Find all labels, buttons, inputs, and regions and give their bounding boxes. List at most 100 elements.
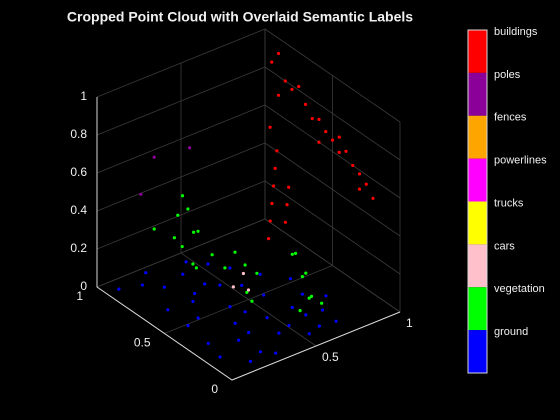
colorbar-segment	[468, 72, 487, 116]
point	[317, 140, 321, 144]
point	[344, 149, 348, 153]
legend-label: ground	[494, 326, 528, 338]
point	[246, 288, 251, 292]
point	[303, 102, 308, 106]
point	[267, 237, 271, 241]
point	[194, 266, 198, 270]
legend-label: fences	[494, 112, 527, 124]
colorbar-segment	[468, 330, 487, 373]
colorbar-segment	[468, 287, 487, 331]
point	[248, 359, 253, 363]
z-tick-label: 0	[80, 279, 87, 293]
legend-label: buildings	[494, 26, 538, 38]
legend-label: trucks	[494, 197, 524, 209]
point	[191, 262, 195, 266]
grid-line	[96, 104, 401, 199]
point	[117, 287, 121, 291]
point	[245, 290, 249, 294]
point	[317, 117, 321, 121]
z-tick-label: 0.4	[70, 203, 87, 217]
point	[268, 219, 272, 223]
point	[265, 316, 269, 320]
point	[304, 271, 308, 275]
point	[196, 316, 200, 320]
axis-line	[96, 97, 401, 381]
point	[176, 213, 180, 217]
point	[237, 338, 241, 342]
grid-line	[96, 28, 401, 123]
point	[181, 272, 185, 276]
legend-label: cars	[494, 240, 515, 252]
point	[139, 192, 143, 196]
point	[351, 163, 355, 168]
z-tick-label: 1	[80, 89, 87, 103]
point	[247, 330, 251, 335]
point	[192, 230, 196, 234]
point	[191, 299, 195, 304]
colorbar-segment	[468, 158, 487, 202]
point	[310, 116, 314, 121]
point	[320, 301, 324, 305]
point	[357, 172, 362, 176]
point	[206, 262, 210, 266]
grid-line	[96, 180, 401, 275]
point	[250, 299, 254, 303]
point	[210, 253, 214, 257]
colorbar-segment	[468, 30, 487, 73]
point	[262, 293, 266, 297]
grid-line	[96, 66, 401, 161]
point	[240, 283, 244, 287]
point	[290, 252, 294, 256]
point	[287, 323, 291, 328]
point	[228, 266, 232, 270]
point	[258, 350, 263, 354]
point	[186, 324, 190, 328]
point	[152, 227, 156, 231]
point	[166, 308, 170, 312]
point	[152, 155, 156, 159]
point	[321, 308, 325, 312]
colorbar-frame	[467, 29, 488, 374]
point	[371, 196, 375, 200]
legend-label: poles	[494, 69, 521, 81]
point	[193, 291, 197, 296]
point	[241, 271, 245, 276]
point	[300, 274, 305, 279]
point	[287, 185, 291, 189]
grid-line	[96, 142, 401, 237]
point	[228, 305, 232, 309]
point	[334, 319, 338, 323]
point	[172, 236, 176, 240]
point	[180, 194, 185, 198]
x-tick-label: 0.5	[322, 350, 339, 364]
point	[298, 309, 302, 313]
point	[290, 305, 294, 310]
point	[283, 220, 287, 224]
point	[294, 251, 298, 255]
point	[162, 285, 166, 289]
point	[243, 310, 247, 314]
point	[317, 324, 321, 328]
point	[276, 51, 281, 56]
point	[357, 187, 362, 191]
grid-line	[96, 218, 401, 313]
z-tick-label: 0.8	[70, 127, 87, 141]
point	[180, 244, 184, 249]
point	[276, 93, 281, 97]
point	[337, 150, 341, 154]
point	[288, 277, 293, 281]
grid-line	[180, 63, 317, 347]
point	[258, 272, 262, 276]
point	[364, 182, 368, 186]
point	[255, 271, 259, 275]
x-tick-label: 1	[406, 316, 413, 330]
point	[271, 184, 276, 188]
legend-label: powerlines	[494, 155, 547, 167]
point	[243, 263, 247, 267]
point	[196, 229, 200, 233]
point	[233, 321, 237, 325]
point	[184, 260, 188, 264]
colorbar-segment	[468, 201, 487, 245]
point	[275, 149, 279, 153]
